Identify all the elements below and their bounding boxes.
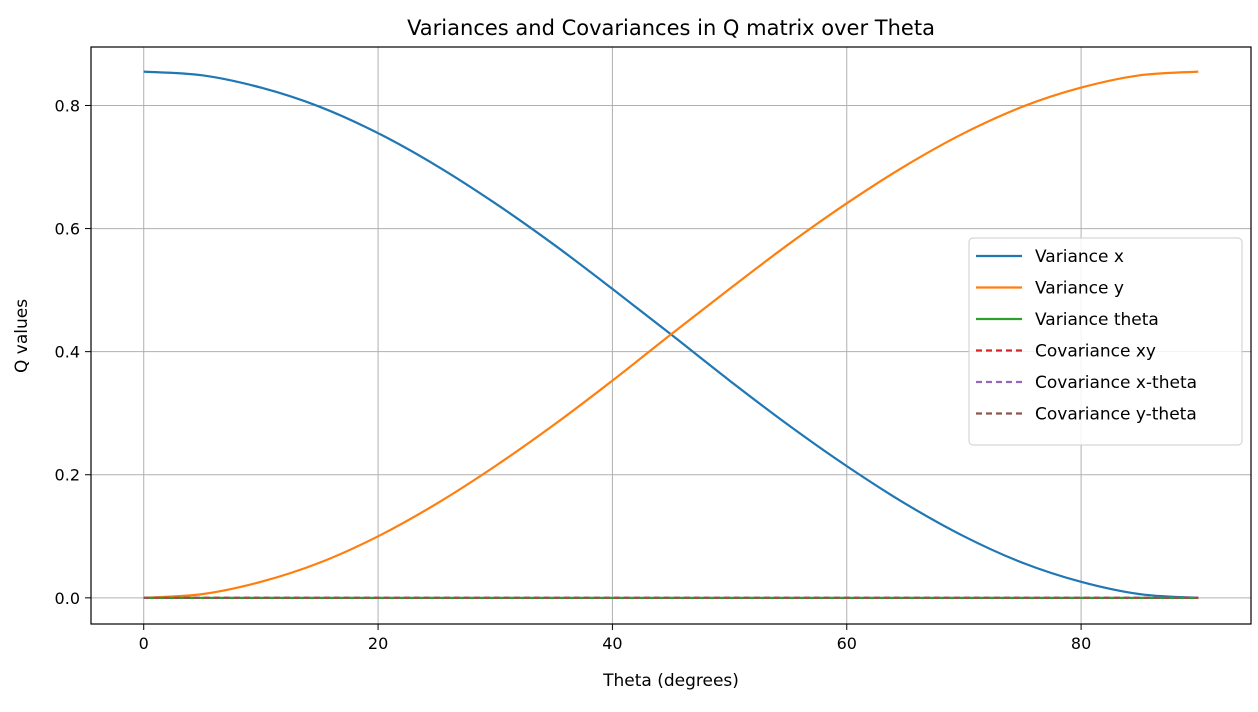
x-tick-label: 60 — [837, 634, 857, 653]
series-lines — [143, 70, 1199, 599]
y-tick-label: 0.0 — [55, 589, 80, 608]
x-tick-label: 40 — [602, 634, 622, 653]
series-line-variance-y — [143, 70, 1199, 599]
y-tick-label: 0.2 — [55, 466, 80, 485]
legend-entry: Variance y — [1035, 279, 1124, 299]
plot-frame — [90, 46, 1252, 625]
legend-entry: Covariance xy — [1035, 342, 1156, 362]
legend-entry: Variance x — [1035, 247, 1124, 267]
x-tick-label: 80 — [1071, 634, 1091, 653]
chart-title: Variances and Covariances in Q matrix ov… — [407, 16, 935, 40]
legend-entry: Covariance y-theta — [1035, 405, 1197, 425]
legend-entry: Covariance x-theta — [1035, 373, 1197, 393]
axis-ticks: 0 20 40 60 80 0.0 0.2 0.4 0.6 0.8 — [55, 96, 1092, 653]
legend-entry: Variance theta — [1035, 310, 1159, 330]
x-tick-label: 0 — [139, 634, 149, 653]
y-tick-label: 0.4 — [55, 343, 80, 362]
y-axis-label: Q values — [12, 299, 32, 373]
y-tick-label: 0.8 — [55, 96, 80, 115]
legend: Variance x Variance y Variance theta Covari… — [968, 237, 1243, 446]
y-tick-label: 0.6 — [55, 220, 80, 239]
x-axis-label: Theta (degrees) — [602, 671, 739, 691]
x-tick-label: 20 — [368, 634, 388, 653]
legend-box — [968, 237, 1243, 446]
